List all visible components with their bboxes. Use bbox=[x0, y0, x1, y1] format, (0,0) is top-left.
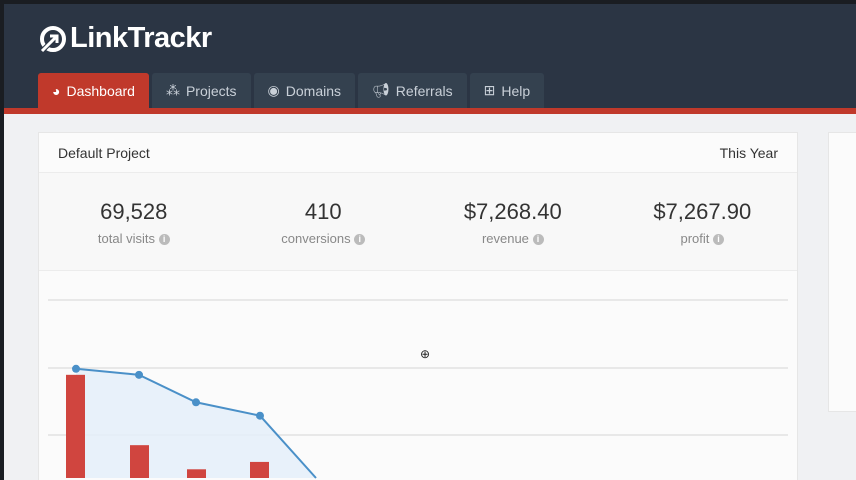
project-title: Default Project bbox=[58, 144, 150, 161]
bullhorn-icon: 📢︎ bbox=[372, 82, 390, 98]
stat-label: revenue bbox=[481, 231, 529, 246]
stat-value: $7,268.40 bbox=[463, 199, 562, 224]
stat-total-visits: 69,528 total visits i bbox=[39, 173, 229, 270]
bar bbox=[187, 469, 206, 478]
cubes-icon: ⁂ bbox=[165, 82, 180, 98]
stat-value: 410 bbox=[304, 199, 342, 224]
tab-label: Domains bbox=[285, 82, 342, 99]
bar bbox=[66, 374, 85, 478]
line-area bbox=[76, 368, 316, 478]
stat-revenue: $7,268.40 revenue i bbox=[418, 173, 608, 270]
tab-label: Help bbox=[501, 82, 531, 99]
bar bbox=[130, 445, 149, 478]
tab-label: Projects bbox=[185, 82, 237, 99]
main-nav: ◕ Dashboard ⁂ Projects ◉ Domains 📢︎ Referral… bbox=[38, 73, 545, 108]
stat-profit: $7,267.90 profit i bbox=[608, 173, 798, 270]
stat-label: total visits bbox=[97, 231, 155, 246]
stats-row: 69,528 total visits i 410 conversions i $7… bbox=[39, 173, 797, 271]
data-point bbox=[256, 411, 264, 420]
info-icon[interactable]: i bbox=[354, 234, 366, 246]
tab-domains[interactable]: ◉ Domains bbox=[253, 73, 356, 108]
data-point bbox=[192, 398, 200, 407]
logo[interactable]: LinkTrackr bbox=[38, 22, 212, 55]
tab-label: Referrals bbox=[395, 82, 453, 99]
logo-text: LinkTrackr bbox=[70, 22, 212, 54]
tab-label: Dashboard bbox=[66, 82, 135, 99]
zoom-cursor-icon: ⊕ bbox=[420, 347, 431, 361]
header: LinkTrackr ◕ Dashboard ⁂ Projects ◉ Domains… bbox=[4, 4, 856, 108]
bar bbox=[250, 461, 269, 478]
data-point bbox=[72, 364, 80, 373]
compass-icon: ◉ bbox=[267, 82, 280, 98]
stat-label: conversions bbox=[281, 231, 351, 246]
project-card: Default Project This Year 69,528 total vi… bbox=[38, 132, 798, 480]
stat-label: profit bbox=[680, 231, 710, 246]
stat-conversions: 410 conversions i bbox=[229, 173, 419, 270]
period-selector[interactable]: This Year bbox=[719, 144, 778, 161]
tab-dashboard[interactable]: ◕ Dashboard bbox=[38, 73, 149, 108]
app-window: LinkTrackr ◕ Dashboard ⁂ Projects ◉ Domains… bbox=[4, 4, 856, 480]
header-divider bbox=[4, 108, 856, 114]
stat-value: 69,528 bbox=[100, 199, 168, 224]
info-icon[interactable]: i bbox=[713, 234, 725, 246]
stat-value: $7,267.90 bbox=[653, 199, 752, 224]
visits-chart bbox=[48, 299, 788, 479]
dashboard-icon: ◕ bbox=[52, 82, 61, 99]
info-icon[interactable]: i bbox=[532, 234, 544, 246]
card-header: Default Project This Year bbox=[39, 133, 797, 173]
medkit-icon: ⊞ bbox=[483, 82, 496, 98]
logo-icon bbox=[40, 25, 66, 53]
tab-referrals[interactable]: 📢︎ Referrals bbox=[358, 73, 467, 108]
tab-projects[interactable]: ⁂ Projects bbox=[151, 73, 251, 108]
info-icon[interactable]: i bbox=[158, 234, 170, 246]
side-panel bbox=[828, 132, 856, 412]
data-point bbox=[135, 370, 143, 379]
tab-help[interactable]: ⊞ Help bbox=[469, 73, 545, 108]
